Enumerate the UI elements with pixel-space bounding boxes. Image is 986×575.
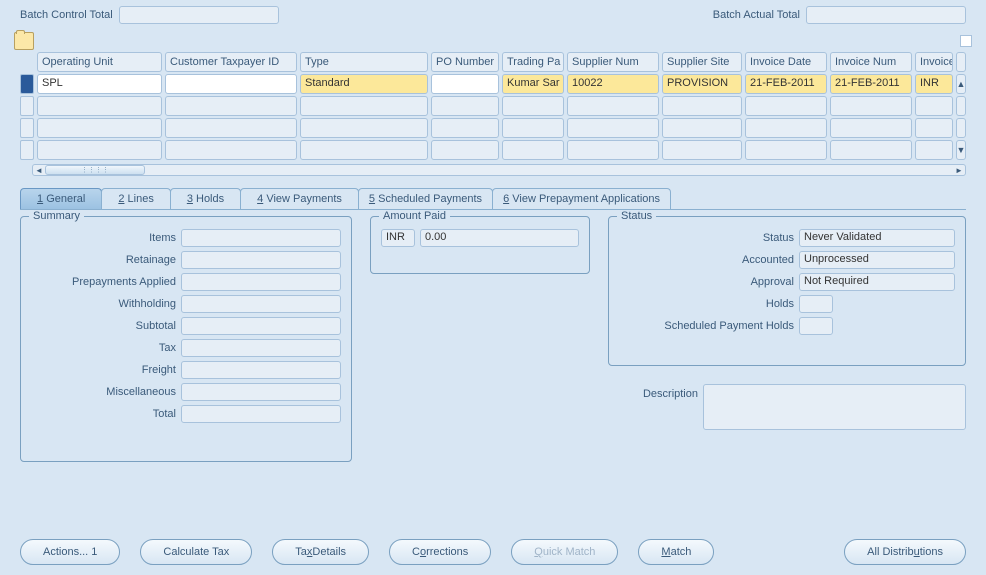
col-invoice-num[interactable]: Invoice Num	[830, 52, 912, 72]
freight-label: Freight	[31, 364, 176, 376]
col-supplier-site[interactable]: Supplier Site	[662, 52, 742, 72]
status-label: Status	[619, 232, 794, 244]
col-invoice-date[interactable]: Invoice Date	[745, 52, 827, 72]
col-po-number[interactable]: PO Number	[431, 52, 499, 72]
status-fieldset: Status StatusNever Validated AccountedUn…	[608, 216, 966, 366]
row-scroll-thumb[interactable]	[956, 96, 966, 116]
summary-fieldset: Summary Items Retainage Prepayments Appl…	[20, 216, 352, 462]
batch-control-field[interactable]	[119, 6, 279, 24]
batch-control-label: Batch Control Total	[20, 9, 113, 21]
status-legend: Status	[617, 210, 656, 222]
cell-customer-taxpayer-id[interactable]	[165, 74, 297, 94]
items-field[interactable]	[181, 229, 341, 247]
cell-type[interactable]: Standard	[300, 74, 428, 94]
row-scroll-spacer	[956, 118, 966, 138]
prepayments-label: Prepayments Applied	[31, 276, 176, 288]
amount-currency-field[interactable]: INR	[381, 229, 415, 247]
sched-holds-label: Scheduled Payment Holds	[619, 320, 794, 332]
header-checkbox[interactable]	[960, 35, 972, 47]
actions-button[interactable]: Actions... 1	[20, 539, 120, 565]
tab-view-payments[interactable]: 4 View Payments	[240, 188, 359, 209]
col-trading-partner[interactable]: Trading Pa	[502, 52, 564, 72]
subtotal-label: Subtotal	[31, 320, 176, 332]
holds-label: Holds	[619, 298, 794, 310]
cell-supplier-num[interactable]: 10022	[567, 74, 659, 94]
table-row[interactable]	[20, 96, 966, 116]
tabs: 1 General 2 Lines 3 Holds 4 View Payment…	[20, 188, 966, 210]
row-marker[interactable]	[20, 140, 34, 160]
col-customer-taxpayer-id[interactable]: Customer Taxpayer ID	[165, 52, 297, 72]
quick-match-button: Quick Match	[511, 539, 618, 565]
calculate-tax-button[interactable]: Calculate Tax	[140, 539, 252, 565]
col-operating-unit[interactable]: Operating Unit	[37, 52, 162, 72]
holds-field[interactable]	[799, 295, 833, 313]
retainage-field[interactable]	[181, 251, 341, 269]
approval-label: Approval	[619, 276, 794, 288]
cell-invoice-num[interactable]: 21-FEB-2011	[830, 74, 912, 94]
cell-po-number[interactable]	[431, 74, 499, 94]
tab-scheduled-payments[interactable]: 5 Scheduled Payments	[358, 188, 493, 209]
row-marker-active[interactable]	[20, 74, 34, 94]
horizontal-scrollbar[interactable]: ◄ ⋮⋮⋮⋮ ►	[32, 164, 966, 176]
corrections-button[interactable]: Corrections	[389, 539, 491, 565]
sched-holds-field[interactable]	[799, 317, 833, 335]
amount-paid-fieldset: Amount Paid INR 0.00	[370, 216, 590, 274]
amount-value-field[interactable]: 0.00	[420, 229, 579, 247]
row-scroll-up[interactable]: ▲	[956, 74, 966, 94]
summary-legend: Summary	[29, 210, 84, 222]
match-button[interactable]: Match	[638, 539, 714, 565]
cell-invoice-currency[interactable]: INR	[915, 74, 953, 94]
withholding-field[interactable]	[181, 295, 341, 313]
cell-supplier-site[interactable]: PROVISION	[662, 74, 742, 94]
tax-details-button[interactable]: Tax Details	[272, 539, 369, 565]
table-row[interactable]	[20, 118, 966, 138]
description-label: Description	[608, 384, 698, 430]
tab-holds[interactable]: 3 Holds	[170, 188, 241, 209]
col-supplier-num[interactable]: Supplier Num	[567, 52, 659, 72]
col-invoice-currency[interactable]: Invoice	[915, 52, 953, 72]
row-marker[interactable]	[20, 96, 34, 116]
scroll-thumb[interactable]: ⋮⋮⋮⋮	[45, 165, 145, 175]
cell-operating-unit[interactable]: SPL	[37, 74, 162, 94]
accounted-field[interactable]: Unprocessed	[799, 251, 955, 269]
batch-actual-label: Batch Actual Total	[713, 9, 800, 21]
tab-view-prepayment-applications[interactable]: 6 View Prepayment Applications	[492, 188, 671, 209]
header-extra	[956, 52, 966, 72]
freight-field[interactable]	[181, 361, 341, 379]
tab-general[interactable]: 1 General	[20, 188, 102, 209]
amount-paid-legend: Amount Paid	[379, 210, 450, 222]
scroll-right-icon[interactable]: ►	[953, 165, 965, 175]
cell-invoice-date[interactable]: 21-FEB-2011	[745, 74, 827, 94]
miscellaneous-label: Miscellaneous	[31, 386, 176, 398]
batch-actual-field[interactable]	[806, 6, 966, 24]
status-field[interactable]: Never Validated	[799, 229, 955, 247]
table-row[interactable]: SPL Standard Kumar Sar 10022 PROVISION 2…	[20, 74, 966, 94]
withholding-label: Withholding	[31, 298, 176, 310]
tax-field[interactable]	[181, 339, 341, 357]
total-label: Total	[31, 408, 176, 420]
approval-field[interactable]: Not Required	[799, 273, 955, 291]
description-textarea[interactable]	[703, 384, 966, 430]
subtotal-field[interactable]	[181, 317, 341, 335]
folder-icon[interactable]	[14, 32, 34, 50]
row-marker[interactable]	[20, 118, 34, 138]
table-row[interactable]: ▼	[20, 140, 966, 160]
prepayments-field[interactable]	[181, 273, 341, 291]
tax-label: Tax	[31, 342, 176, 354]
accounted-label: Accounted	[619, 254, 794, 266]
scroll-left-icon[interactable]: ◄	[33, 165, 45, 175]
all-distributions-button[interactable]: All Distributions	[844, 539, 966, 565]
row-scroll-down[interactable]: ▼	[956, 140, 966, 160]
cell-trading-partner[interactable]: Kumar Sar	[502, 74, 564, 94]
total-field[interactable]	[181, 405, 341, 423]
items-label: Items	[31, 232, 176, 244]
miscellaneous-field[interactable]	[181, 383, 341, 401]
tab-lines[interactable]: 2 Lines	[101, 188, 170, 209]
retainage-label: Retainage	[31, 254, 176, 266]
col-type[interactable]: Type	[300, 52, 428, 72]
